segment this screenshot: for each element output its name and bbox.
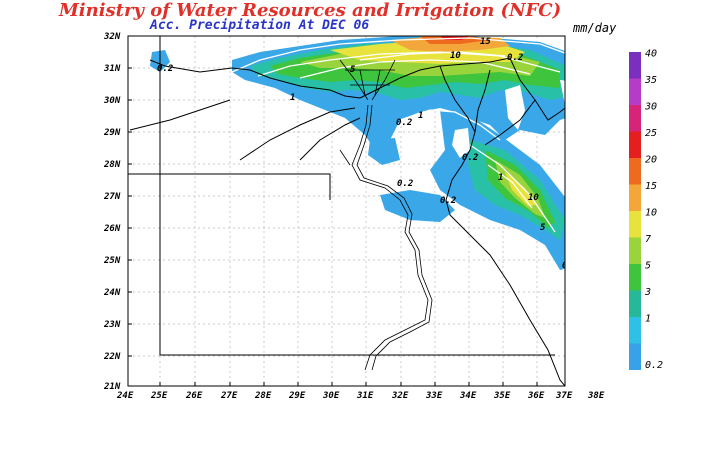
country-borders bbox=[128, 36, 565, 386]
lon-label: 34E bbox=[459, 391, 477, 401]
lat-label: 32N bbox=[103, 32, 121, 42]
colorbar-swatch bbox=[629, 105, 641, 132]
lon-label: 25E bbox=[150, 391, 168, 401]
colorbar-swatch bbox=[629, 52, 641, 79]
colorbar-swatch bbox=[629, 317, 641, 344]
lat-label: 22N bbox=[103, 352, 121, 362]
lon-label: 36E bbox=[527, 391, 545, 401]
lon-label: 31E bbox=[356, 391, 374, 401]
contour-label: 0.2 bbox=[157, 64, 173, 74]
contour-label: 10 bbox=[528, 193, 539, 203]
lon-label: 33E bbox=[425, 391, 443, 401]
lat-label: 28N bbox=[103, 160, 121, 170]
lon-label: 38E bbox=[587, 391, 605, 401]
lon-label: 24E bbox=[116, 391, 134, 401]
colorbar-label: 20 bbox=[645, 155, 657, 166]
lon-label: 32E bbox=[391, 391, 409, 401]
contour-lines bbox=[231, 37, 565, 233]
lat-label: 24N bbox=[103, 288, 121, 298]
colorbar-label: 0.2 bbox=[645, 360, 663, 371]
colorbar-swatch bbox=[629, 158, 641, 185]
lat-label: 21N bbox=[103, 382, 121, 392]
colorbar-label: 1 bbox=[645, 314, 651, 325]
lat-label: 27N bbox=[103, 192, 121, 202]
map-title: Ministry of Water Resources and Irrigati… bbox=[58, 0, 562, 21]
contour-label: 5 bbox=[540, 223, 546, 233]
contour-label: 1 bbox=[498, 173, 503, 183]
colorbar-label: 7 bbox=[645, 234, 651, 245]
contour-label: 0.2 bbox=[440, 196, 456, 206]
map-frame bbox=[127, 35, 566, 387]
map-subtitle: Acc. Precipitation At DEC 06 bbox=[150, 18, 370, 33]
contour-label: 1 bbox=[418, 111, 423, 121]
colorbar-swatch bbox=[629, 237, 641, 264]
colorbar-label: 35 bbox=[644, 75, 657, 86]
lon-label: 26E bbox=[185, 391, 203, 401]
nile-river bbox=[339, 59, 433, 371]
lat-label: 26N bbox=[103, 224, 121, 234]
lon-label: 35E bbox=[493, 391, 511, 401]
lon-label: 27E bbox=[220, 391, 238, 401]
units-label: mm/day bbox=[573, 21, 617, 35]
lon-label: 29E bbox=[288, 391, 306, 401]
colorbar-label: 5 bbox=[645, 261, 651, 272]
colorbar-label: 40 bbox=[645, 49, 657, 60]
lat-label: 31N bbox=[103, 64, 121, 74]
longitude-labels: 24E 25E 26E 27E 28E 29E 30E 31E 32E 33E … bbox=[116, 391, 605, 401]
lat-label: 30N bbox=[103, 96, 121, 106]
contour-label: 10 bbox=[450, 51, 461, 61]
lon-label: 28E bbox=[254, 391, 272, 401]
colorbar-swatch bbox=[629, 78, 641, 105]
lat-label: 29N bbox=[103, 128, 121, 138]
contour-label-group: 0.2 1 5 10 15 0.2 1 0.2 0.2 0.2 0.2 1 5 … bbox=[157, 37, 578, 271]
latitude-labels: 32N 31N 30N 29N 28N 27N 26N 25N 24N 23N … bbox=[103, 32, 121, 392]
contour-label: 0.2 bbox=[507, 53, 523, 63]
colorbar-swatch bbox=[629, 184, 641, 211]
colorbar-label: 25 bbox=[645, 128, 657, 139]
colorbar: 40 35 30 25 20 15 10 7 5 3 1 0.2 bbox=[629, 49, 663, 371]
contour-label: 0.2 bbox=[397, 179, 413, 189]
colorbar-swatch bbox=[629, 264, 641, 291]
dry-patches bbox=[452, 80, 565, 158]
axis-ticks bbox=[128, 35, 538, 386]
colorbar-swatch bbox=[629, 211, 641, 238]
contour-label: 1 bbox=[290, 93, 295, 103]
lon-label: 37E bbox=[555, 391, 573, 401]
contour-label: 15 bbox=[480, 37, 491, 47]
colorbar-swatch bbox=[629, 290, 641, 317]
lon-label: 30E bbox=[322, 391, 340, 401]
colorbar-label: 3 bbox=[644, 287, 651, 298]
colorbar-label: 30 bbox=[644, 102, 657, 113]
colorbar-swatch bbox=[629, 343, 641, 370]
contour-label: 0.2 bbox=[462, 153, 478, 163]
contour-label: 0.2 bbox=[396, 118, 412, 128]
colorbar-label: 15 bbox=[645, 181, 657, 192]
lat-label: 23N bbox=[103, 320, 121, 330]
contour-label: 5 bbox=[350, 65, 356, 75]
colorbar-swatch bbox=[629, 131, 641, 158]
contour-label: 0.2 bbox=[562, 261, 578, 271]
lat-label: 25N bbox=[103, 256, 121, 266]
colorbar-label: 10 bbox=[645, 208, 657, 219]
